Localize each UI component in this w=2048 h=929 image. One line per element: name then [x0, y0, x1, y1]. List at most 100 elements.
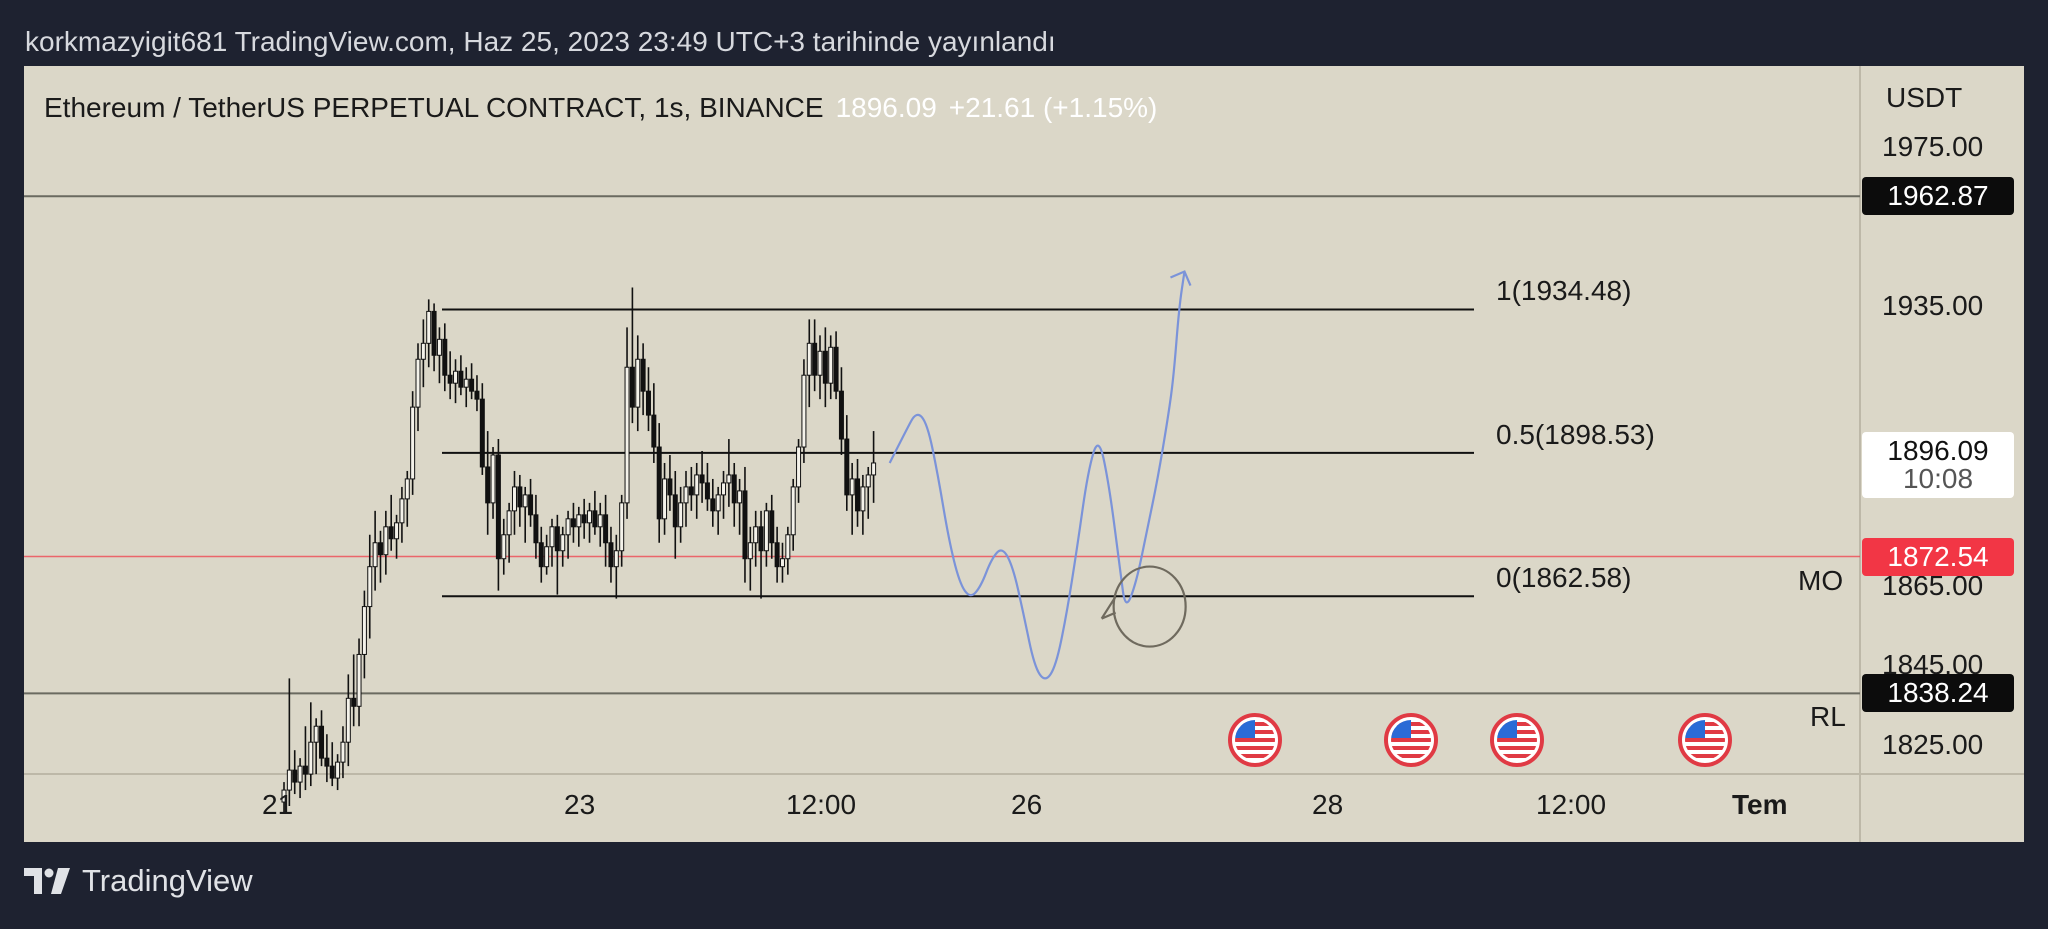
candle — [329, 765, 335, 779]
candle — [565, 518, 571, 536]
projection-path — [888, 271, 1186, 680]
candle — [356, 653, 362, 707]
candle — [511, 486, 517, 512]
candle — [399, 498, 405, 524]
candle — [844, 438, 850, 496]
candle — [871, 462, 877, 476]
us-flag-event-icon[interactable] — [1384, 713, 1438, 767]
candle — [420, 342, 426, 360]
candle — [860, 486, 866, 512]
candle — [763, 510, 769, 552]
y-axis-unit: USDT — [1886, 82, 1963, 113]
candle — [581, 514, 587, 524]
publish-caption: korkmazyigit681 TradingView.com, Haz 25,… — [25, 26, 1056, 57]
chart-panel[interactable]: Ethereum / TetherUS PERPETUAL CONTRACT, … — [24, 66, 2024, 842]
candle — [469, 378, 475, 392]
candle — [704, 482, 710, 500]
candle — [361, 606, 367, 655]
candle — [801, 374, 807, 448]
tradingview-logo-icon — [24, 868, 70, 894]
mo-line-label: MO — [1798, 564, 1844, 596]
us-flag-event-icon[interactable] — [1490, 713, 1544, 767]
x-axis-tick-label: 21 — [262, 789, 294, 820]
us-flag-event-icon[interactable] — [1678, 713, 1732, 767]
candle — [774, 542, 780, 568]
candle — [715, 494, 721, 512]
x-axis-tick-label: Tem — [1732, 789, 1788, 820]
candle — [828, 346, 834, 384]
candle — [603, 514, 609, 544]
candle — [485, 466, 491, 504]
candle — [319, 725, 325, 759]
candle — [597, 514, 603, 528]
candle — [822, 350, 828, 384]
candle — [410, 406, 416, 480]
candle — [463, 378, 469, 388]
candle — [855, 478, 861, 512]
candle — [587, 510, 593, 524]
candle — [694, 474, 700, 496]
chart-legend: Ethereum / TetherUS PERPETUAL CONTRACT, … — [44, 92, 1157, 124]
candle — [479, 398, 485, 468]
candle — [453, 370, 459, 384]
footer-brand[interactable]: TradingView — [24, 863, 253, 899]
candle — [865, 474, 871, 488]
candle — [812, 342, 818, 376]
x-axis-tick-label: 12:00 — [1536, 789, 1607, 820]
circle-annotation-arrow — [1100, 595, 1117, 620]
price-tag-mo: 1872.54 — [1862, 537, 2014, 576]
candle — [833, 346, 839, 392]
candle — [367, 566, 373, 608]
candle — [533, 514, 539, 544]
candle — [672, 494, 678, 528]
candle — [281, 789, 287, 803]
candle — [394, 522, 400, 540]
candle — [549, 526, 555, 548]
candle — [747, 542, 753, 560]
candle — [688, 486, 694, 496]
candle — [806, 342, 812, 376]
fib-level-label: 0.5(1898.53) — [1496, 418, 1655, 450]
candle — [779, 558, 785, 568]
candle — [721, 482, 727, 496]
us-flag-event-icon[interactable] — [1228, 713, 1282, 767]
candle — [753, 526, 759, 544]
projection-arrowhead — [1170, 270, 1192, 286]
x-axis-tick-label: 23 — [564, 789, 596, 820]
candle — [817, 350, 823, 376]
brand-name: TradingView — [82, 863, 253, 898]
candle — [474, 390, 480, 400]
candle — [640, 358, 646, 392]
candle — [608, 542, 614, 568]
candle — [442, 338, 448, 376]
price-change: +21.61 (+1.15%) — [948, 92, 1158, 123]
candle — [849, 478, 855, 496]
candle — [340, 741, 346, 763]
candle — [447, 374, 453, 384]
fib-level-label: 0(1862.58) — [1496, 562, 1632, 594]
price-tag-top-line: 1962.87 — [1862, 177, 2014, 216]
candle — [683, 486, 689, 504]
candle — [431, 310, 437, 356]
fib-level-label: 1(1934.48) — [1496, 275, 1632, 307]
price-chart[interactable] — [24, 66, 2024, 842]
candle — [426, 310, 432, 344]
y-axis-tick-label: 1825.00 — [1882, 729, 1984, 761]
candle — [560, 534, 566, 552]
circle-annotation — [1112, 565, 1187, 648]
candle — [576, 514, 582, 528]
candle — [302, 765, 308, 775]
candle — [335, 761, 341, 779]
candle — [404, 478, 410, 500]
candle — [635, 358, 641, 408]
candle — [785, 534, 791, 560]
candle — [415, 358, 421, 408]
x-axis-tick-label: 26 — [1011, 789, 1043, 820]
last-price: 1896.09 — [835, 92, 937, 123]
candle — [769, 510, 775, 544]
candle — [731, 474, 737, 504]
candle — [726, 474, 732, 484]
candle — [383, 526, 389, 556]
candle — [737, 490, 743, 504]
candle — [699, 474, 705, 484]
